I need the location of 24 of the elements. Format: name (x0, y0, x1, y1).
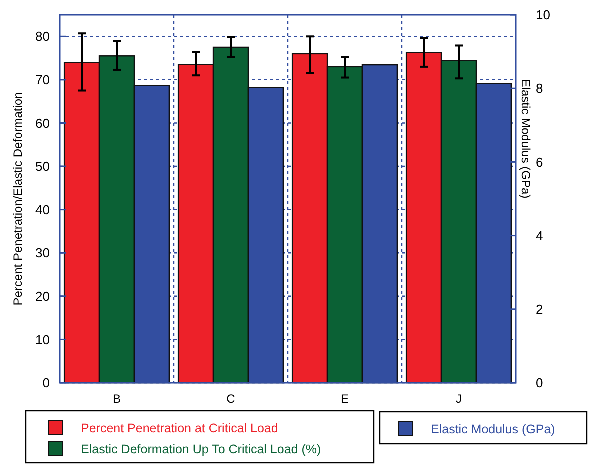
y2-tick-label: 0 (536, 376, 544, 391)
y-tick-label: 30 (36, 246, 50, 261)
y2-tick-label: 2 (536, 302, 544, 317)
y2-axis-title: Elastic Modulus (GPa) (519, 79, 533, 199)
x-tick-label: E (340, 392, 350, 406)
x-tick-label: C (226, 392, 236, 406)
y-tick-label: 0 (42, 376, 50, 391)
y2-tick-label: 6 (536, 154, 544, 170)
legend-label: Elastic Deformation Up To Critical Load (%) (81, 442, 322, 456)
y-tick-label: 60 (36, 116, 50, 131)
y-tick-label: 40 (36, 202, 50, 218)
y-axis-title: Percent Penetration/Elastic Deformation (11, 92, 25, 306)
y-tick-label: 70 (36, 72, 50, 88)
x-tick-label: B (112, 392, 122, 406)
y2-tick-label: 8 (536, 81, 544, 96)
y2-tick-label: 4 (536, 228, 544, 244)
legend-label: Percent Penetration at Critical Load (81, 421, 278, 436)
y-tick-label: 20 (36, 288, 50, 304)
x-tick-label: J (456, 392, 462, 406)
y-tick-label: 50 (36, 159, 50, 174)
y2-tick-label: 10 (536, 8, 550, 23)
y-tick-label: 80 (36, 29, 50, 44)
y-tick-label: 10 (36, 332, 50, 348)
legend-label: Elastic Modulus (GPa) (431, 422, 556, 436)
